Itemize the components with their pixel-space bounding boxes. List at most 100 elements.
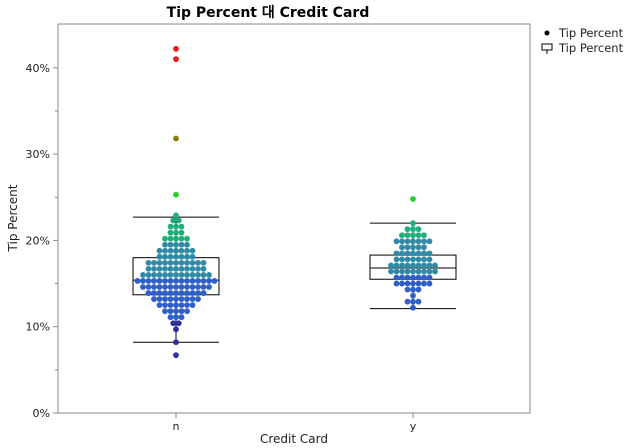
x-tick-label-y: y [410,420,417,433]
data-point-n-14-6 [189,253,196,260]
data-point-y-10-4 [421,244,427,251]
data-point-y-4-3 [410,280,416,287]
data-point-n-7-2 [162,296,168,302]
data-point-n-5-0 [162,308,168,315]
data-point-n-11-11 [200,272,207,278]
data-point-n-10-8 [178,278,185,284]
data-point-n-13-5 [173,259,179,266]
data-point-n-11-9 [189,272,196,278]
data-point-n-5-3 [178,308,185,315]
data-point-n-24-0 [173,56,179,63]
x-tick-label-n: n [173,420,180,433]
data-point-n-12-3 [162,265,168,272]
legend-label-1: Tip Percent [558,41,624,55]
data-point-n-14-2 [167,253,174,260]
data-point-n-25-0 [173,45,179,52]
data-point-n-12-10 [200,265,207,272]
data-point-n-14-3 [173,253,179,260]
data-point-n-9-11 [200,284,207,290]
data-point-n-7-6 [184,296,190,302]
data-point-y-11-5 [421,238,427,245]
data-point-n-12-9 [195,265,201,272]
data-point-y-9-5 [421,250,427,257]
data-point-y-5-5 [421,274,427,281]
data-point-n-17-2 [173,235,179,242]
data-point-n-15-3 [173,247,179,254]
data-point-y-8-3 [410,256,416,263]
data-point-n-11-10 [195,272,201,278]
data-point-n-10-4 [156,278,163,284]
data-point-n-16-4 [184,241,190,248]
data-point-n-8-10 [200,290,207,296]
data-point-y-11-6 [426,238,433,245]
data-point-y-5-4 [415,274,422,281]
data-point-y-5-2 [404,274,411,281]
data-point-y-7-7 [426,262,433,269]
data-point-n-6-6 [189,302,196,309]
data-point-n-8-7 [184,290,190,296]
data-point-n-9-12 [206,284,212,290]
data-point-y-13-2 [415,226,422,233]
data-point-n-7-8 [195,296,201,302]
data-point-y-7-2 [399,262,405,269]
data-point-n-9-9 [189,284,196,290]
y-axis: 0% 10% 20% 30% 40% [26,62,58,420]
data-point-n-10-6 [167,278,174,284]
data-point-n-12-1 [151,265,157,272]
data-point-y-9-6 [426,250,433,257]
data-point-n-11-12 [206,272,212,278]
data-point-n-19-0 [167,223,174,230]
data-point-y-10-0 [399,244,405,251]
data-point-y-12-1 [404,232,411,239]
legend-label-0: Tip Percent [558,26,624,40]
data-point-y-8-4 [415,256,422,263]
data-point-n-10-9 [184,278,190,284]
y-tick-label-3: 30% [26,148,50,161]
data-point-y-6-7 [426,268,433,275]
data-point-n-20-1 [175,217,182,224]
data-point-n-14-5 [184,253,190,260]
data-point-n-10-14 [211,278,218,284]
data-point-n-16-3 [178,241,185,248]
data-point-n-9-6 [173,284,179,290]
data-point-y-7-8 [432,262,438,269]
data-point-y-9-1 [399,250,405,257]
data-point-n-8-1 [151,290,157,296]
data-point-n-15-0 [156,247,163,254]
data-point-n-10-3 [151,278,157,284]
data-point-y-11-1 [399,238,405,245]
data-point-n-11-2 [151,272,157,278]
data-point-y-6-5 [415,268,422,275]
data-point-y-4-0 [393,280,400,287]
data-point-n-17-4 [184,235,190,242]
data-point-n-11-6 [173,272,179,278]
data-point-n-9-8 [184,284,190,290]
data-point-n-16-0 [162,241,168,248]
data-point-y-13-0 [404,226,411,233]
data-point-n-9-10 [195,284,201,290]
data-point-n-10-5 [162,278,168,284]
data-point-n-10-13 [206,278,212,284]
data-point-n-4-0 [167,314,174,321]
data-point-n-10-12 [200,278,207,284]
y-tick-label-0: 0% [33,407,50,420]
data-point-n-8-8 [189,290,196,296]
data-point-n-11-0 [140,272,146,278]
data-point-y-8-2 [404,256,411,263]
data-point-n-11-4 [162,272,168,278]
data-point-y-6-1 [393,268,400,275]
data-point-n-4-2 [178,314,185,321]
data-point-y-12-2 [410,232,416,239]
data-point-n-12-0 [145,265,152,272]
data-point-y-9-4 [415,250,422,257]
data-point-n-13-0 [145,259,152,266]
data-point-y-6-2 [399,268,405,275]
data-point-n-22-0 [173,191,179,198]
data-point-n-11-7 [178,272,185,278]
data-point-y-7-5 [415,262,422,269]
data-point-y-6-6 [421,268,427,275]
data-point-n-12-5 [173,265,179,272]
data-point-n-9-5 [167,284,174,290]
data-point-n-6-2 [167,302,174,309]
data-point-n-6-4 [178,302,185,309]
